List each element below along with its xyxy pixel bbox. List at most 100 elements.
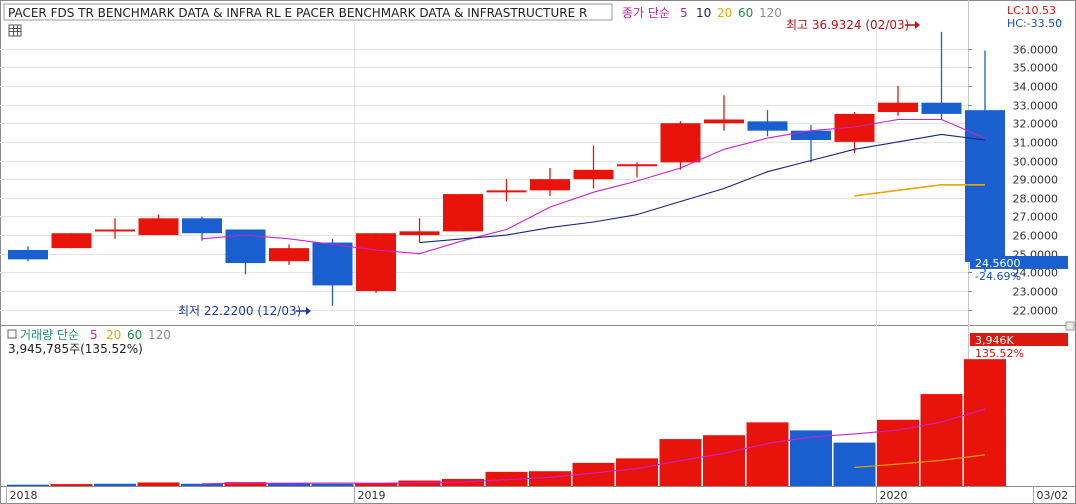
volume-bar bbox=[137, 482, 180, 486]
price-tick-label: 24.0000 bbox=[1013, 267, 1059, 280]
candle-body bbox=[747, 121, 788, 131]
volume-bar bbox=[311, 483, 354, 486]
title-box bbox=[3, 3, 613, 21]
volume-bar bbox=[94, 483, 136, 486]
candle-body bbox=[8, 250, 48, 260]
volume-bar bbox=[833, 442, 876, 486]
candle-body bbox=[573, 169, 614, 180]
candle-body bbox=[921, 102, 962, 114]
volume-bar bbox=[790, 430, 832, 486]
price-tick-label: 28.0000 bbox=[1013, 193, 1059, 206]
price-tick-label: 27.0000 bbox=[1013, 211, 1059, 224]
volume-pane-icon bbox=[7, 329, 17, 339]
low-annotation: 최저 22.2200 (12/03) bbox=[178, 304, 301, 318]
volume-bar bbox=[398, 480, 441, 486]
price-ma-period-60: 60 bbox=[738, 6, 753, 20]
last-price-badge bbox=[970, 255, 1068, 269]
volume-bar bbox=[920, 394, 963, 486]
chart-title-short: PACER FDS TR BENCHMARK DATA & INFRA RL E bbox=[8, 6, 292, 20]
volume-bar bbox=[616, 458, 658, 486]
candle-body bbox=[182, 218, 222, 234]
volume-ma-period-60: 60 bbox=[127, 328, 142, 342]
candle-body bbox=[704, 119, 744, 124]
volume-moving-average-line-5 bbox=[201, 408, 986, 485]
last-price-change: -24.69% bbox=[975, 270, 1021, 283]
volume-last-value: 3,946K bbox=[975, 334, 1014, 347]
candle-body bbox=[269, 248, 309, 262]
volume-ma-period-120: 120 bbox=[148, 328, 171, 342]
high-arrow-icon bbox=[915, 21, 920, 29]
candle-body bbox=[530, 179, 570, 191]
date-axis-label: 2019 bbox=[358, 489, 386, 502]
candle-body bbox=[51, 233, 92, 249]
volume-last-pct: 135.52% bbox=[975, 347, 1024, 360]
grid-icon[interactable] bbox=[8, 24, 22, 37]
low-arrow-icon bbox=[306, 307, 311, 315]
date-axis-label: 03/02 bbox=[1037, 489, 1069, 502]
volume-ma-label: 거래량 단순 bbox=[20, 328, 79, 342]
moving-average-line-5 bbox=[201, 118, 986, 255]
candle-body bbox=[399, 231, 440, 236]
chart-title-long: PACER BENCHMARK DATA & INFRASTRUCTURE R bbox=[296, 6, 587, 20]
price-tick-label: 23.0000 bbox=[1013, 286, 1059, 299]
volume-bar bbox=[964, 359, 1006, 486]
volume-bar bbox=[485, 471, 528, 486]
volume-bar bbox=[7, 484, 49, 486]
candle-body bbox=[138, 218, 179, 236]
volume-bar bbox=[529, 471, 571, 486]
price-ma-period-5: 5 bbox=[680, 6, 688, 20]
candle-body bbox=[965, 110, 1005, 262]
candle-body bbox=[791, 130, 831, 141]
volume-bar bbox=[224, 482, 267, 486]
price-ma-period-20: 20 bbox=[717, 6, 732, 20]
volume-bar bbox=[50, 484, 93, 486]
candle-body bbox=[617, 164, 657, 167]
price-tick-label: 30.0000 bbox=[1013, 156, 1059, 169]
price-ma-label: 종가 단순 bbox=[622, 6, 670, 20]
price-tick-label: 31.0000 bbox=[1013, 137, 1059, 150]
volume-bar bbox=[181, 483, 223, 486]
volume-bar bbox=[659, 439, 702, 486]
price-tick-label: 36.0000 bbox=[1013, 44, 1059, 57]
candle-body bbox=[225, 229, 266, 264]
candle-body bbox=[486, 190, 527, 193]
candle-body bbox=[878, 102, 918, 113]
price-tick-label: 35.0000 bbox=[1013, 62, 1059, 75]
date-axis-label: 2018 bbox=[10, 489, 38, 502]
volume-bar bbox=[268, 483, 310, 486]
price-tick-label: 34.0000 bbox=[1013, 81, 1059, 94]
high-annotation: 최고 36.9324 (02/03) bbox=[786, 18, 909, 32]
volume-bar bbox=[746, 422, 789, 486]
moving-average-line-20 bbox=[854, 184, 985, 197]
volume-last-badge bbox=[970, 333, 1068, 346]
price-ma-period-10: 10 bbox=[696, 6, 711, 20]
volume-summary: 3,945,785주(135.52%) bbox=[8, 342, 143, 356]
lc-label: LC:10.53 bbox=[1007, 4, 1056, 17]
volume-moving-average-line-20 bbox=[854, 454, 986, 468]
volume-bar bbox=[442, 478, 484, 486]
volume-bar bbox=[572, 462, 615, 486]
candle-body bbox=[95, 229, 135, 232]
hc-label: HC:-33.50 bbox=[1007, 17, 1062, 30]
price-tick-label: 33.0000 bbox=[1013, 100, 1059, 113]
date-axis-label: 2020 bbox=[880, 489, 908, 502]
volume-bar bbox=[355, 483, 397, 486]
candle-body bbox=[660, 123, 701, 163]
price-tick-label: 29.0000 bbox=[1013, 174, 1059, 187]
price-tick-label: 22.0000 bbox=[1013, 305, 1059, 318]
volume-bar bbox=[703, 435, 745, 486]
last-price-value: 24.5600 bbox=[975, 257, 1021, 270]
moving-average-line-10 bbox=[419, 133, 986, 244]
price-ma-period-120: 120 bbox=[759, 6, 782, 20]
price-tick-label: 26.0000 bbox=[1013, 230, 1059, 243]
volume-ma-period-5: 5 bbox=[90, 328, 98, 342]
candle-body bbox=[312, 242, 353, 286]
candle-body bbox=[356, 233, 396, 292]
pane-resize-handle[interactable] bbox=[1065, 321, 1075, 331]
candle-body bbox=[443, 194, 483, 232]
volume-ma-period-20: 20 bbox=[106, 328, 121, 342]
price-tick-label: 32.0000 bbox=[1013, 118, 1059, 131]
